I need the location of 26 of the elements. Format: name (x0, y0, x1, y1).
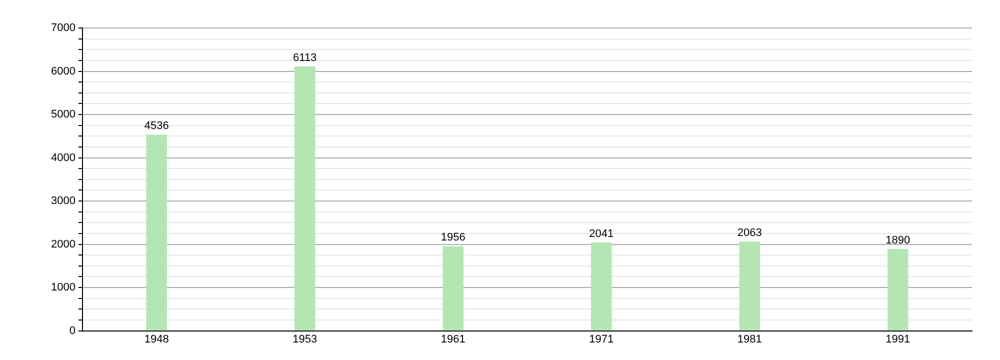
data-label: 1890 (886, 234, 910, 247)
x-tick-label: 1981 (737, 333, 762, 346)
bar (294, 66, 316, 330)
y-tick-label: 3000 (50, 195, 76, 208)
y-tick-label: 1000 (50, 282, 76, 294)
x-tick-label: 1961 (440, 333, 466, 346)
x-tick-label: 1971 (589, 333, 614, 346)
bar (442, 246, 464, 330)
y-tick-label: 2000 (50, 238, 76, 250)
y-tick-label: 0 (69, 324, 76, 337)
y-tick-label: 5000 (50, 108, 76, 121)
x-tick-label: 1953 (292, 333, 318, 346)
bar (146, 134, 167, 330)
y-tick-label: 7000 (50, 22, 76, 34)
x-tick-label: 1948 (144, 333, 169, 346)
bar (590, 242, 612, 330)
bar (887, 249, 908, 330)
bar (739, 242, 760, 330)
y-tick-label: 6000 (50, 65, 76, 78)
data-label: 2063 (737, 227, 762, 240)
y-tick-label: 4000 (50, 152, 76, 164)
x-tick-label: 1991 (886, 333, 910, 346)
data-label: 6113 (293, 52, 317, 64)
data-label: 1956 (440, 232, 466, 244)
data-label: 4536 (144, 120, 169, 132)
data-label: 2041 (589, 228, 614, 240)
